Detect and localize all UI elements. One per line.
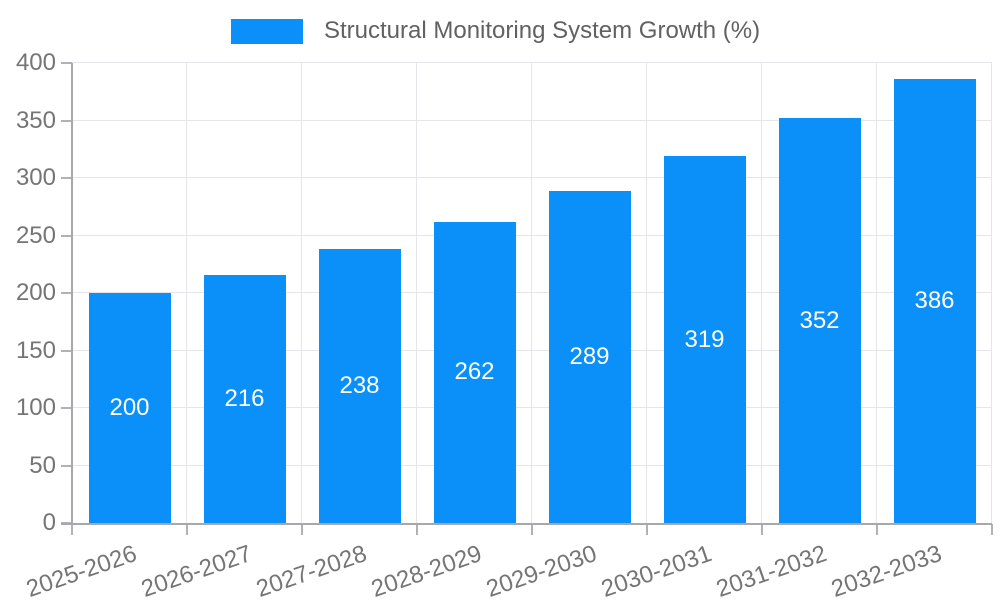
x-axis-line [61,523,992,525]
bar-value-label: 289 [569,342,610,370]
bar-value-label: 216 [224,384,265,412]
x-axis-tick [531,524,533,535]
y-axis-label: 200 [15,279,56,306]
bar[interactable]: 319 [663,156,746,523]
x-axis-label: 2026-2027 [137,540,255,600]
gridline-vertical [876,63,877,523]
x-axis-tick [186,524,188,535]
gridline-vertical [416,63,417,523]
bar-value-label: 262 [454,358,495,386]
bar-value-label: 352 [799,306,840,334]
gridline-horizontal [72,292,992,293]
gridline-vertical [991,63,992,523]
bar[interactable]: 386 [893,79,976,523]
x-axis-label: 2032-2033 [827,540,945,600]
x-axis-tick [991,524,993,535]
x-axis-label: 2029-2030 [482,540,600,600]
legend-label: Structural Monitoring System Growth (%) [324,17,761,44]
y-axis-label: 50 [29,451,56,479]
x-axis-tick [646,524,648,535]
y-axis-label: 250 [15,221,56,249]
bar-value-label: 386 [914,287,955,315]
gridline-vertical [646,63,647,523]
gridline-horizontal [72,62,992,63]
bar[interactable]: 200 [88,293,171,523]
bar[interactable]: 262 [433,221,516,523]
legend-swatch [231,18,303,44]
y-axis-tick [61,177,72,179]
y-axis-tick [61,407,72,409]
gridline-horizontal [72,464,992,466]
y-axis-tick [61,62,72,64]
y-axis-tick [61,464,72,467]
x-axis-label: 2031-2032 [712,540,830,600]
bar-value-label: 319 [684,325,725,353]
bar[interactable]: 289 [548,190,631,523]
gridline-horizontal [72,234,992,236]
x-axis-tick [71,524,73,535]
gridline-horizontal [72,119,992,121]
y-axis-label: 400 [15,49,56,76]
legend-item[interactable]: Structural Monitoring System Growth (%) [231,17,760,45]
x-axis-tick [416,524,418,535]
x-axis-label: 2028-2029 [367,540,485,600]
y-axis-tick [61,292,72,294]
y-axis-label: 300 [15,164,56,191]
gridline-vertical [531,63,532,523]
y-axis-label: 0 [42,509,56,536]
bar[interactable]: 216 [203,274,286,523]
x-axis-tick [761,524,763,535]
y-axis-label: 350 [15,106,56,134]
x-axis-label: 2030-2031 [597,540,715,600]
gridline-vertical [186,63,187,523]
bar[interactable]: 352 [778,118,861,523]
gridline-horizontal [72,177,992,178]
x-axis-label: 2027-2028 [252,540,370,600]
y-axis-tick [61,119,72,122]
y-axis-label: 100 [15,394,56,421]
x-axis-label: 2025-2026 [22,540,140,600]
y-axis-label: 150 [15,336,56,364]
y-axis-tick [61,349,72,352]
bar-value-label: 200 [109,394,150,421]
gridline-vertical [301,63,302,523]
y-axis-tick [61,234,72,237]
y-axis-line [71,63,73,525]
gridline-horizontal [72,349,992,351]
x-axis-tick [876,524,878,535]
bar-value-label: 238 [339,372,380,400]
x-axis-tick [301,524,303,535]
gridline-horizontal [72,407,992,408]
bar[interactable]: 238 [318,249,401,523]
gridline-vertical [761,63,762,523]
